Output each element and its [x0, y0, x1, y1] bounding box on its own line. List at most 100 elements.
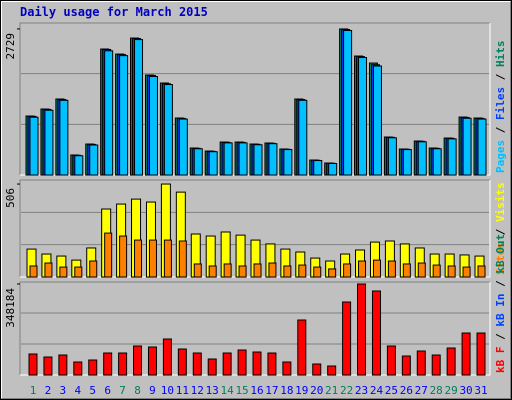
bar: [283, 265, 292, 278]
x-tick-label: 10: [161, 384, 174, 397]
bar: [252, 351, 262, 376]
bar: [402, 263, 411, 278]
bar: [119, 235, 128, 278]
bar: [104, 232, 113, 278]
bar: [447, 265, 456, 278]
x-tick-label: 25: [385, 384, 398, 397]
bar: [73, 361, 83, 376]
x-tick-label: 11: [176, 384, 189, 397]
bar: [461, 332, 471, 376]
bar: [268, 143, 278, 176]
plot-bevel: [19, 281, 490, 375]
bar: [119, 55, 129, 176]
bar: [208, 265, 217, 278]
bar: [477, 265, 486, 278]
bar: [343, 263, 352, 278]
bar: [297, 319, 307, 376]
bar: [253, 263, 262, 278]
x-tick-label: 8: [134, 384, 141, 397]
bar: [267, 352, 277, 376]
bar: [446, 347, 456, 376]
bar: [178, 118, 188, 176]
bar: [178, 240, 187, 278]
bar: [298, 99, 308, 176]
legend-entry: Files: [494, 87, 507, 120]
plot-bevel: [20, 282, 491, 376]
bar: [417, 141, 427, 176]
bar: [163, 84, 173, 176]
bar: [387, 137, 397, 176]
bar: [313, 266, 322, 278]
bar: [147, 346, 157, 376]
legend-entry: kB In: [494, 294, 507, 327]
x-tick-label: 12: [191, 384, 204, 397]
bar: [401, 355, 411, 376]
legend-entry: Sites: [494, 242, 507, 275]
x-tick-label: 6: [104, 384, 111, 397]
bar: [477, 118, 487, 176]
plot-bevel: [19, 22, 490, 175]
bar: [59, 99, 69, 176]
bar: [162, 338, 172, 376]
bar: [88, 359, 98, 376]
bar: [192, 352, 202, 376]
bar: [163, 239, 172, 278]
bar: [59, 266, 68, 278]
bar: [387, 260, 396, 278]
bar: [462, 266, 471, 278]
x-tick-label: 28: [430, 384, 443, 397]
chart-title: Daily usage for March 2015: [20, 5, 208, 19]
x-tick-label: 7: [119, 384, 126, 397]
bar: [372, 65, 382, 176]
x-tick-label: 21: [325, 384, 338, 397]
bar: [282, 361, 292, 376]
bar: [342, 301, 352, 376]
bar: [402, 149, 412, 176]
legend-entry: kB Out: [494, 234, 507, 274]
x-tick-label: 23: [355, 384, 368, 397]
x-tick-label: 3: [60, 384, 67, 397]
x-tick-label: 5: [89, 384, 96, 397]
x-tick-label: 1: [30, 384, 37, 397]
x-tick-label: 4: [74, 384, 81, 397]
bar: [358, 57, 368, 176]
bar: [133, 345, 143, 376]
legend-separator: /: [494, 327, 507, 347]
bar: [357, 283, 367, 376]
x-tick-label: 30: [459, 384, 472, 397]
bar: [208, 151, 218, 176]
y-tick-label: 2729: [4, 33, 17, 60]
x-tick-label: 27: [415, 384, 428, 397]
bar: [148, 239, 157, 278]
x-tick-label: 16: [250, 384, 263, 397]
bar: [44, 262, 53, 278]
bar: [283, 149, 293, 176]
legend-separator: /: [494, 274, 507, 294]
bar: [177, 348, 187, 376]
bar: [148, 76, 158, 176]
x-tick-label: 18: [280, 384, 293, 397]
bar: [89, 144, 99, 176]
x-tick-label: 26: [400, 384, 413, 397]
bar: [343, 29, 353, 176]
bar: [312, 363, 322, 376]
bar: [104, 50, 114, 176]
legend-separator: /: [494, 120, 507, 140]
x-tick-label: 9: [149, 384, 156, 397]
bar: [328, 268, 337, 278]
bar: [193, 148, 203, 176]
legend-entry: Hits: [494, 41, 507, 68]
legend-separator: /: [494, 222, 507, 242]
bar: [371, 290, 381, 376]
bar: [223, 263, 232, 278]
y-tick-label: 506: [4, 188, 17, 208]
bar: [462, 117, 472, 176]
bar: [432, 148, 442, 176]
x-tick-label: 2: [45, 384, 52, 397]
bar: [74, 155, 84, 176]
bar: [327, 365, 337, 376]
bar: [103, 352, 113, 376]
bar: [313, 160, 323, 176]
